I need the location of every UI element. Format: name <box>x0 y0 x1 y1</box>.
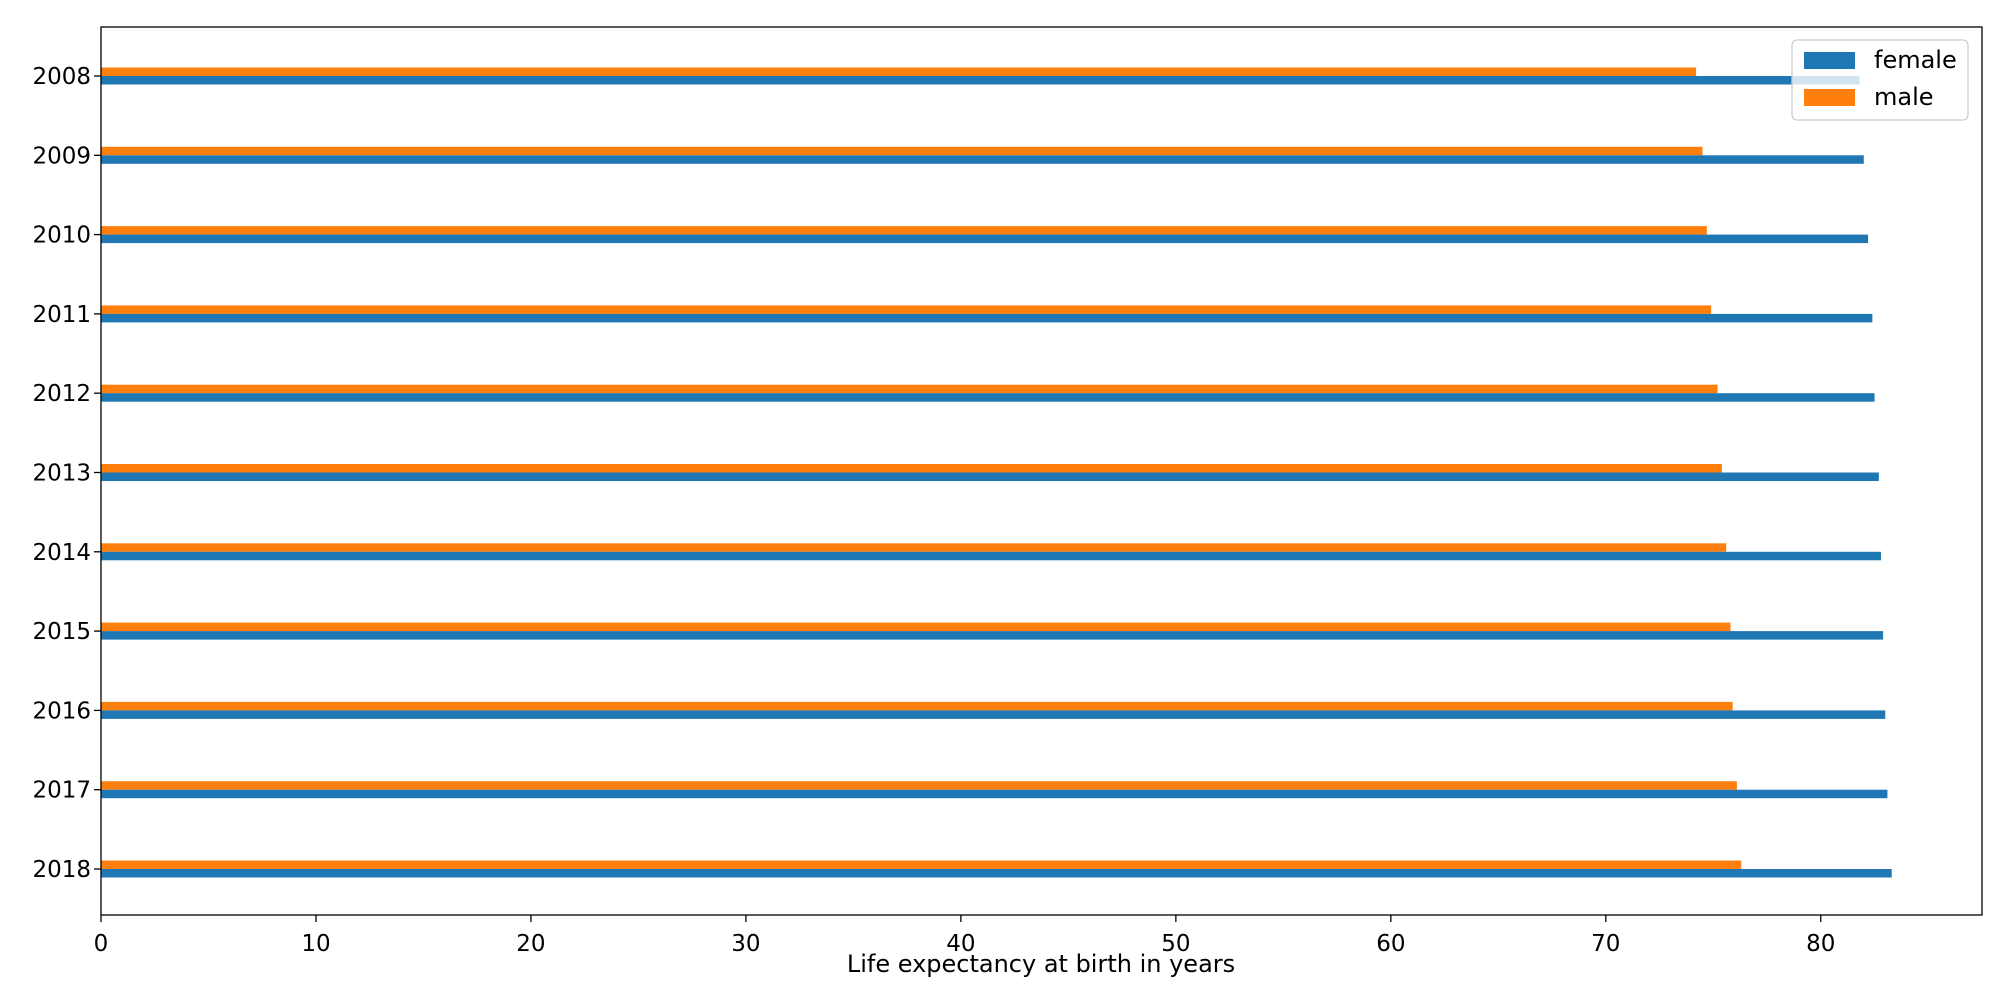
bar-female-2018 <box>101 869 1892 878</box>
y-tick-label: 2011 <box>32 302 91 328</box>
y-axis: 2008 2009 2010 2011 2012 2013 2014 2015 2016 2017… <box>32 64 101 883</box>
bar-female-2011 <box>101 313 1873 323</box>
x-tick-label: 40 <box>946 931 975 957</box>
x-tick-label: 30 <box>731 931 760 957</box>
bar-male-2017 <box>101 781 1737 790</box>
bar-male-2015 <box>101 622 1731 632</box>
legend-label-female: female <box>1874 46 1957 74</box>
bar-female-2012 <box>101 393 1875 402</box>
y-tick-label: 2018 <box>32 857 91 883</box>
x-tick-label: 70 <box>1591 931 1620 957</box>
y-tick-label: 2017 <box>32 778 91 804</box>
legend-swatch-male <box>1804 89 1855 106</box>
x-axis-label: Life expectancy at birth in years <box>847 950 1235 978</box>
plot-frame <box>100 26 1983 916</box>
bar-male-2016 <box>101 701 1733 711</box>
y-tick-label: 2009 <box>32 143 91 169</box>
bar-male-2018 <box>101 860 1742 869</box>
bars-layer <box>101 67 1892 878</box>
x-tick-label: 60 <box>1376 931 1405 957</box>
x-tick-label: 0 <box>94 931 109 957</box>
legend-label-male: male <box>1874 83 1934 111</box>
y-tick-label: 2010 <box>32 223 91 249</box>
legend-items: female male <box>1804 46 1957 111</box>
x-tick-label: 10 <box>301 931 330 957</box>
bar-female-2014 <box>101 551 1881 561</box>
bar-female-2009 <box>101 155 1864 164</box>
bar-female-2013 <box>101 472 1879 481</box>
legend-swatch-female <box>1804 52 1855 69</box>
bar-male-2013 <box>101 464 1722 473</box>
bar-female-2016 <box>101 710 1886 719</box>
y-tick-label: 2008 <box>32 64 91 90</box>
bar-male-2010 <box>101 226 1707 235</box>
bar-female-2010 <box>101 234 1869 244</box>
y-tick-label: 2016 <box>32 698 91 724</box>
bar-male-2008 <box>101 67 1697 76</box>
bar-male-2011 <box>101 305 1712 314</box>
x-axis: 0 10 20 30 40 50 60 70 80 <box>94 915 1835 957</box>
bar-female-2017 <box>101 789 1888 799</box>
bar-male-2012 <box>101 384 1718 394</box>
x-tick-label: 20 <box>516 931 545 957</box>
bar-male-2009 <box>101 146 1703 156</box>
y-tick-label: 2014 <box>32 540 91 566</box>
x-tick-label: 80 <box>1806 931 1835 957</box>
legend: female male <box>1791 39 1969 121</box>
bar-female-2015 <box>101 631 1884 640</box>
x-tick-label: 50 <box>1161 931 1190 957</box>
y-tick-label: 2015 <box>32 619 91 645</box>
y-tick-label: 2013 <box>32 461 91 487</box>
y-tick-label: 2012 <box>32 381 91 407</box>
bar-male-2014 <box>101 543 1727 552</box>
bar-female-2008 <box>101 76 1860 85</box>
